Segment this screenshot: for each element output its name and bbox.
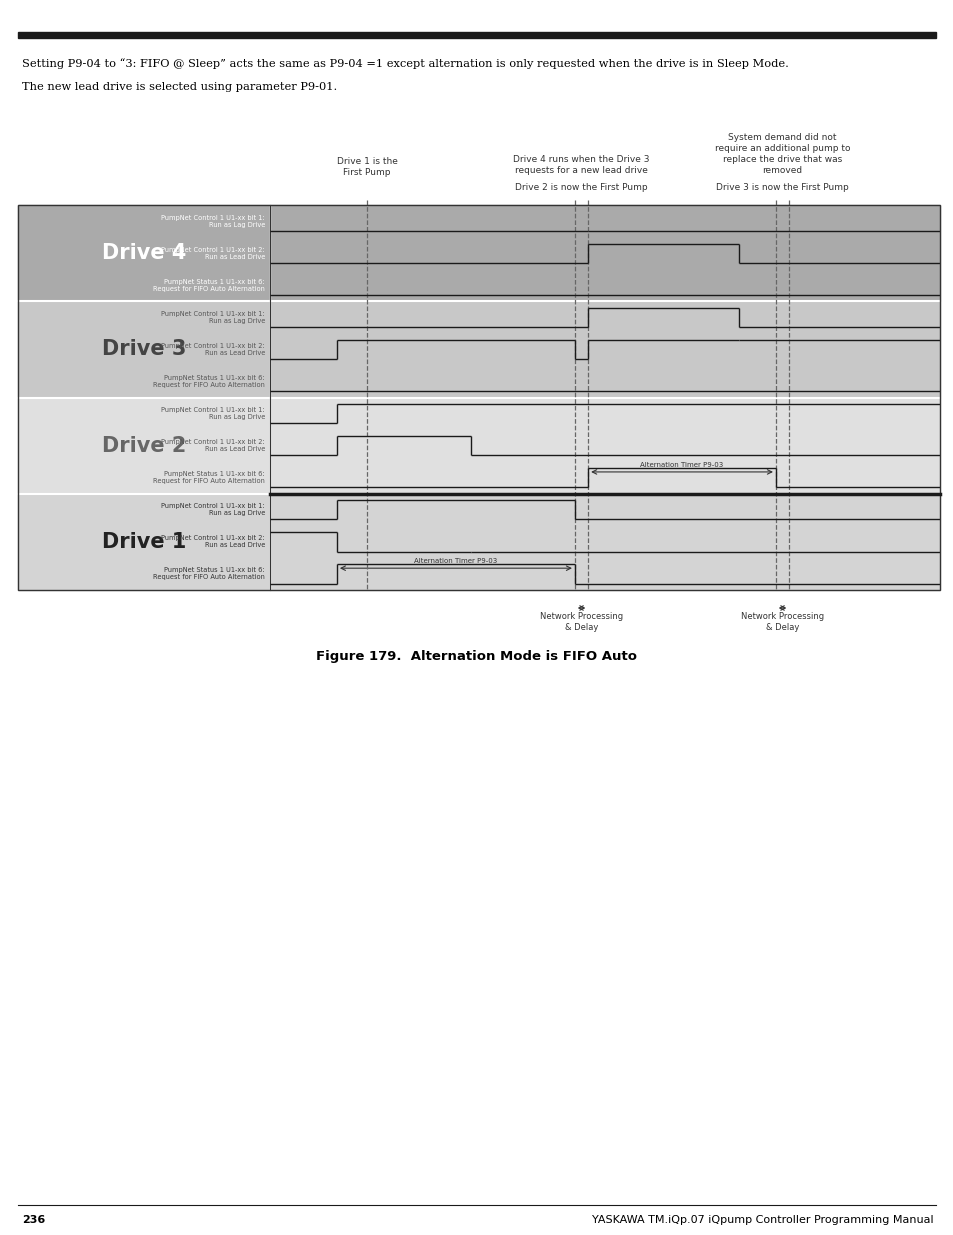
- Text: Alternation Timer P9-03: Alternation Timer P9-03: [414, 558, 497, 564]
- Text: Network Processing
& Delay: Network Processing & Delay: [539, 613, 622, 632]
- Text: Drive 1: Drive 1: [102, 532, 186, 552]
- Text: Network Processing
& Delay: Network Processing & Delay: [740, 613, 823, 632]
- Text: PumpNet Control 1 U1-xx bit 2:
Run as Lead Drive: PumpNet Control 1 U1-xx bit 2: Run as Le…: [161, 247, 265, 259]
- Text: Drive 2: Drive 2: [102, 436, 186, 456]
- Text: PumpNet Control 1 U1-xx bit 2:
Run as Lead Drive: PumpNet Control 1 U1-xx bit 2: Run as Le…: [161, 343, 265, 356]
- Text: PumpNet Status 1 U1-xx bit 6:
Request for FIFO Auto Alternation: PumpNet Status 1 U1-xx bit 6: Request fo…: [153, 472, 265, 484]
- Text: PumpNet Status 1 U1-xx bit 6:
Request for FIFO Auto Alternation: PumpNet Status 1 U1-xx bit 6: Request fo…: [153, 375, 265, 388]
- Bar: [18, 398, 939, 494]
- Text: Drive 3: Drive 3: [102, 340, 186, 359]
- Text: PumpNet Control 1 U1-xx bit 1:
Run as Lag Drive: PumpNet Control 1 U1-xx bit 1: Run as La…: [161, 311, 265, 324]
- Text: PumpNet Control 1 U1-xx bit 1:
Run as Lag Drive: PumpNet Control 1 U1-xx bit 1: Run as La…: [161, 408, 265, 420]
- Text: Drive 4 runs when the Drive 3
requests for a new lead drive: Drive 4 runs when the Drive 3 requests f…: [513, 154, 649, 175]
- Text: Drive 1 is the
First Pump: Drive 1 is the First Pump: [336, 157, 397, 177]
- Text: YASKAWA TM.iQp.07 iQpump Controller Programming Manual: YASKAWA TM.iQp.07 iQpump Controller Prog…: [592, 1215, 933, 1225]
- Text: Drive 4: Drive 4: [102, 243, 186, 263]
- Text: System demand did not
require an additional pump to
replace the drive that was
r: System demand did not require an additio…: [714, 132, 849, 175]
- Text: PumpNet Status 1 U1-xx bit 6:
Request for FIFO Auto Alternation: PumpNet Status 1 U1-xx bit 6: Request fo…: [153, 279, 265, 291]
- Bar: [18, 32, 935, 38]
- Text: Setting P9-04 to “3: FIFO @ Sleep” acts the same as P9-04 =1 except alternation : Setting P9-04 to “3: FIFO @ Sleep” acts …: [22, 58, 788, 69]
- Text: The new lead drive is selected using parameter P9-01.: The new lead drive is selected using par…: [22, 82, 337, 91]
- Bar: [18, 494, 939, 590]
- Bar: [18, 205, 939, 301]
- Text: Figure 179.  Alternation Mode is FIFO Auto: Figure 179. Alternation Mode is FIFO Aut…: [316, 650, 637, 663]
- Text: PumpNet Status 1 U1-xx bit 6:
Request for FIFO Auto Alternation: PumpNet Status 1 U1-xx bit 6: Request fo…: [153, 567, 265, 580]
- Text: PumpNet Control 1 U1-xx bit 2:
Run as Lead Drive: PumpNet Control 1 U1-xx bit 2: Run as Le…: [161, 440, 265, 452]
- Text: Drive 3 is now the First Pump: Drive 3 is now the First Pump: [716, 183, 848, 191]
- Text: Drive 2 is now the First Pump: Drive 2 is now the First Pump: [515, 183, 647, 191]
- Text: PumpNet Control 1 U1-xx bit 1:
Run as Lag Drive: PumpNet Control 1 U1-xx bit 1: Run as La…: [161, 215, 265, 227]
- Text: 236: 236: [22, 1215, 45, 1225]
- Text: Alternation Timer P9-03: Alternation Timer P9-03: [639, 462, 723, 468]
- Text: PumpNet Control 1 U1-xx bit 2:
Run as Lead Drive: PumpNet Control 1 U1-xx bit 2: Run as Le…: [161, 536, 265, 548]
- Bar: [18, 301, 939, 398]
- Text: PumpNet Control 1 U1-xx bit 1:
Run as Lag Drive: PumpNet Control 1 U1-xx bit 1: Run as La…: [161, 504, 265, 516]
- Bar: [18, 205, 939, 590]
